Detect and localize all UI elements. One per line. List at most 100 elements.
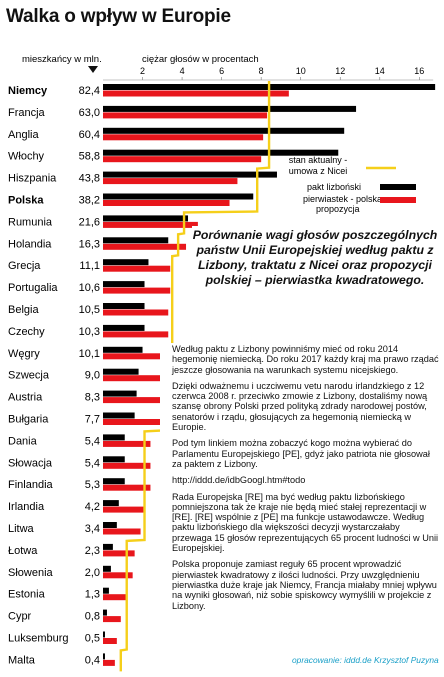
sort-arrow-icon xyxy=(88,66,98,73)
population-value: 4,2 xyxy=(85,501,100,513)
population-value: 21,6 xyxy=(79,216,100,228)
x-tick-label: 10 xyxy=(296,66,306,76)
country-label: Luksemburg xyxy=(8,633,69,645)
paragraph: Według paktu z Lizbony powinniśmy mieć o… xyxy=(172,344,439,375)
bar-sqrt xyxy=(103,90,289,97)
bar-lisbon xyxy=(103,434,125,441)
bar-sqrt xyxy=(103,265,171,272)
bar-lisbon xyxy=(103,149,339,156)
population-value: 9,0 xyxy=(85,370,100,382)
bar-lisbon xyxy=(103,171,277,178)
bar-sqrt xyxy=(103,484,151,491)
link-text[interactable]: http://iddd.de/idbGoogl.htm#todo xyxy=(172,475,306,486)
credit-text: opracowanie: iddd.de Krzysztof Puzyna xyxy=(292,655,439,665)
population-value: 2,3 xyxy=(85,545,100,557)
country-label: Austria xyxy=(8,392,43,404)
bar-sqrt xyxy=(103,331,169,338)
bar-sqrt xyxy=(103,419,161,425)
bar-sqrt xyxy=(103,659,115,666)
country-label: Belgia xyxy=(8,304,39,316)
bar-lisbon xyxy=(103,543,113,550)
country-label: Grecja xyxy=(8,260,41,272)
population-value: 58,8 xyxy=(79,151,100,163)
legend-sqrt-label: propozycja xyxy=(316,204,360,214)
bar-sqrt xyxy=(103,397,163,404)
bar-sqrt xyxy=(103,528,141,535)
population-value: 10,1 xyxy=(79,348,100,360)
population-value: 7,7 xyxy=(85,414,100,426)
population-value: 0,4 xyxy=(85,654,100,666)
bar-lisbon xyxy=(103,478,125,485)
bar-lisbon xyxy=(103,324,145,331)
country-label: Litwa xyxy=(8,523,35,535)
bar-lisbon xyxy=(103,522,117,528)
bar-sqrt xyxy=(103,572,133,579)
country-label: Czechy xyxy=(8,326,45,338)
population-value: 10,3 xyxy=(79,326,100,338)
bar-sqrt xyxy=(103,462,151,469)
x-tick-label: 8 xyxy=(259,66,264,76)
country-label: Dania xyxy=(8,435,38,447)
bar-lisbon xyxy=(103,193,254,200)
population-value: 8,3 xyxy=(85,392,100,404)
country-label: Węgry xyxy=(8,348,40,360)
population-value: 5,4 xyxy=(85,435,100,447)
population-value: 38,2 xyxy=(79,195,100,207)
bar-lisbon xyxy=(103,303,145,309)
bar-sqrt xyxy=(103,178,238,185)
population-value: 5,4 xyxy=(85,457,100,469)
bar-sqrt xyxy=(103,309,169,316)
bar-lisbon xyxy=(103,631,105,638)
legend-nice-label: umowa z Nicei xyxy=(289,166,348,176)
country-label: Portugalia xyxy=(8,282,58,294)
country-label: Słowacja xyxy=(8,457,53,469)
bar-lisbon xyxy=(103,500,119,507)
population-value: 3,4 xyxy=(85,523,100,535)
population-value: 63,0 xyxy=(79,107,100,119)
bar-lisbon xyxy=(103,105,357,112)
x-tick-label: 16 xyxy=(414,66,424,76)
country-label: Niemcy xyxy=(8,85,48,97)
bar-sqrt xyxy=(103,594,127,601)
bar-sqrt xyxy=(103,638,117,644)
population-value: 43,8 xyxy=(79,173,100,185)
bar-lisbon xyxy=(103,127,345,134)
bar-sqrt xyxy=(103,353,169,360)
country-label: Słowenia xyxy=(8,567,54,579)
bar-lisbon xyxy=(103,237,169,244)
legend-nice-label: stan aktualny - xyxy=(289,155,348,165)
x-tick-label: 12 xyxy=(335,66,345,76)
country-label: Francja xyxy=(8,107,46,119)
population-value: 11,1 xyxy=(79,260,100,272)
country-label: Łotwa xyxy=(8,545,38,557)
population-value: 60,4 xyxy=(79,129,100,141)
legend-lisbon-swatch xyxy=(380,184,416,190)
population-value: 10,6 xyxy=(79,282,100,294)
population-value: 2,0 xyxy=(85,567,100,579)
bar-lisbon xyxy=(103,368,139,375)
population-value: 10,5 xyxy=(79,304,100,316)
bar-lisbon xyxy=(103,412,135,419)
x-tick-label: 2 xyxy=(140,66,145,76)
bar-lisbon xyxy=(103,390,137,397)
bar-sqrt xyxy=(103,243,187,250)
country-label: Irlandia xyxy=(8,501,45,513)
country-label: Cypr xyxy=(8,611,32,623)
country-label: Hiszpania xyxy=(8,173,57,185)
paragraph: Rada Europejska [RE] ma być według paktu… xyxy=(172,491,439,554)
country-label: Estonia xyxy=(8,589,46,601)
bar-lisbon xyxy=(103,215,189,222)
x-tick-label: 4 xyxy=(180,66,185,76)
bar-lisbon xyxy=(103,456,125,463)
country-label: Włochy xyxy=(8,151,45,163)
paragraph: Dzięki odważnemu i uczciwemu vetu narodu… xyxy=(172,380,428,433)
population-value: 0,5 xyxy=(85,633,100,645)
legend-sqrt-label: pierwiastek - polska xyxy=(303,194,382,204)
country-label: Bułgaria xyxy=(8,414,49,426)
bar-sqrt xyxy=(103,616,121,623)
bar-sqrt xyxy=(103,440,151,447)
country-label: Polska xyxy=(8,195,44,207)
bar-sqrt xyxy=(103,287,171,294)
bar-sqrt xyxy=(103,375,165,382)
bar-sqrt xyxy=(103,134,264,141)
